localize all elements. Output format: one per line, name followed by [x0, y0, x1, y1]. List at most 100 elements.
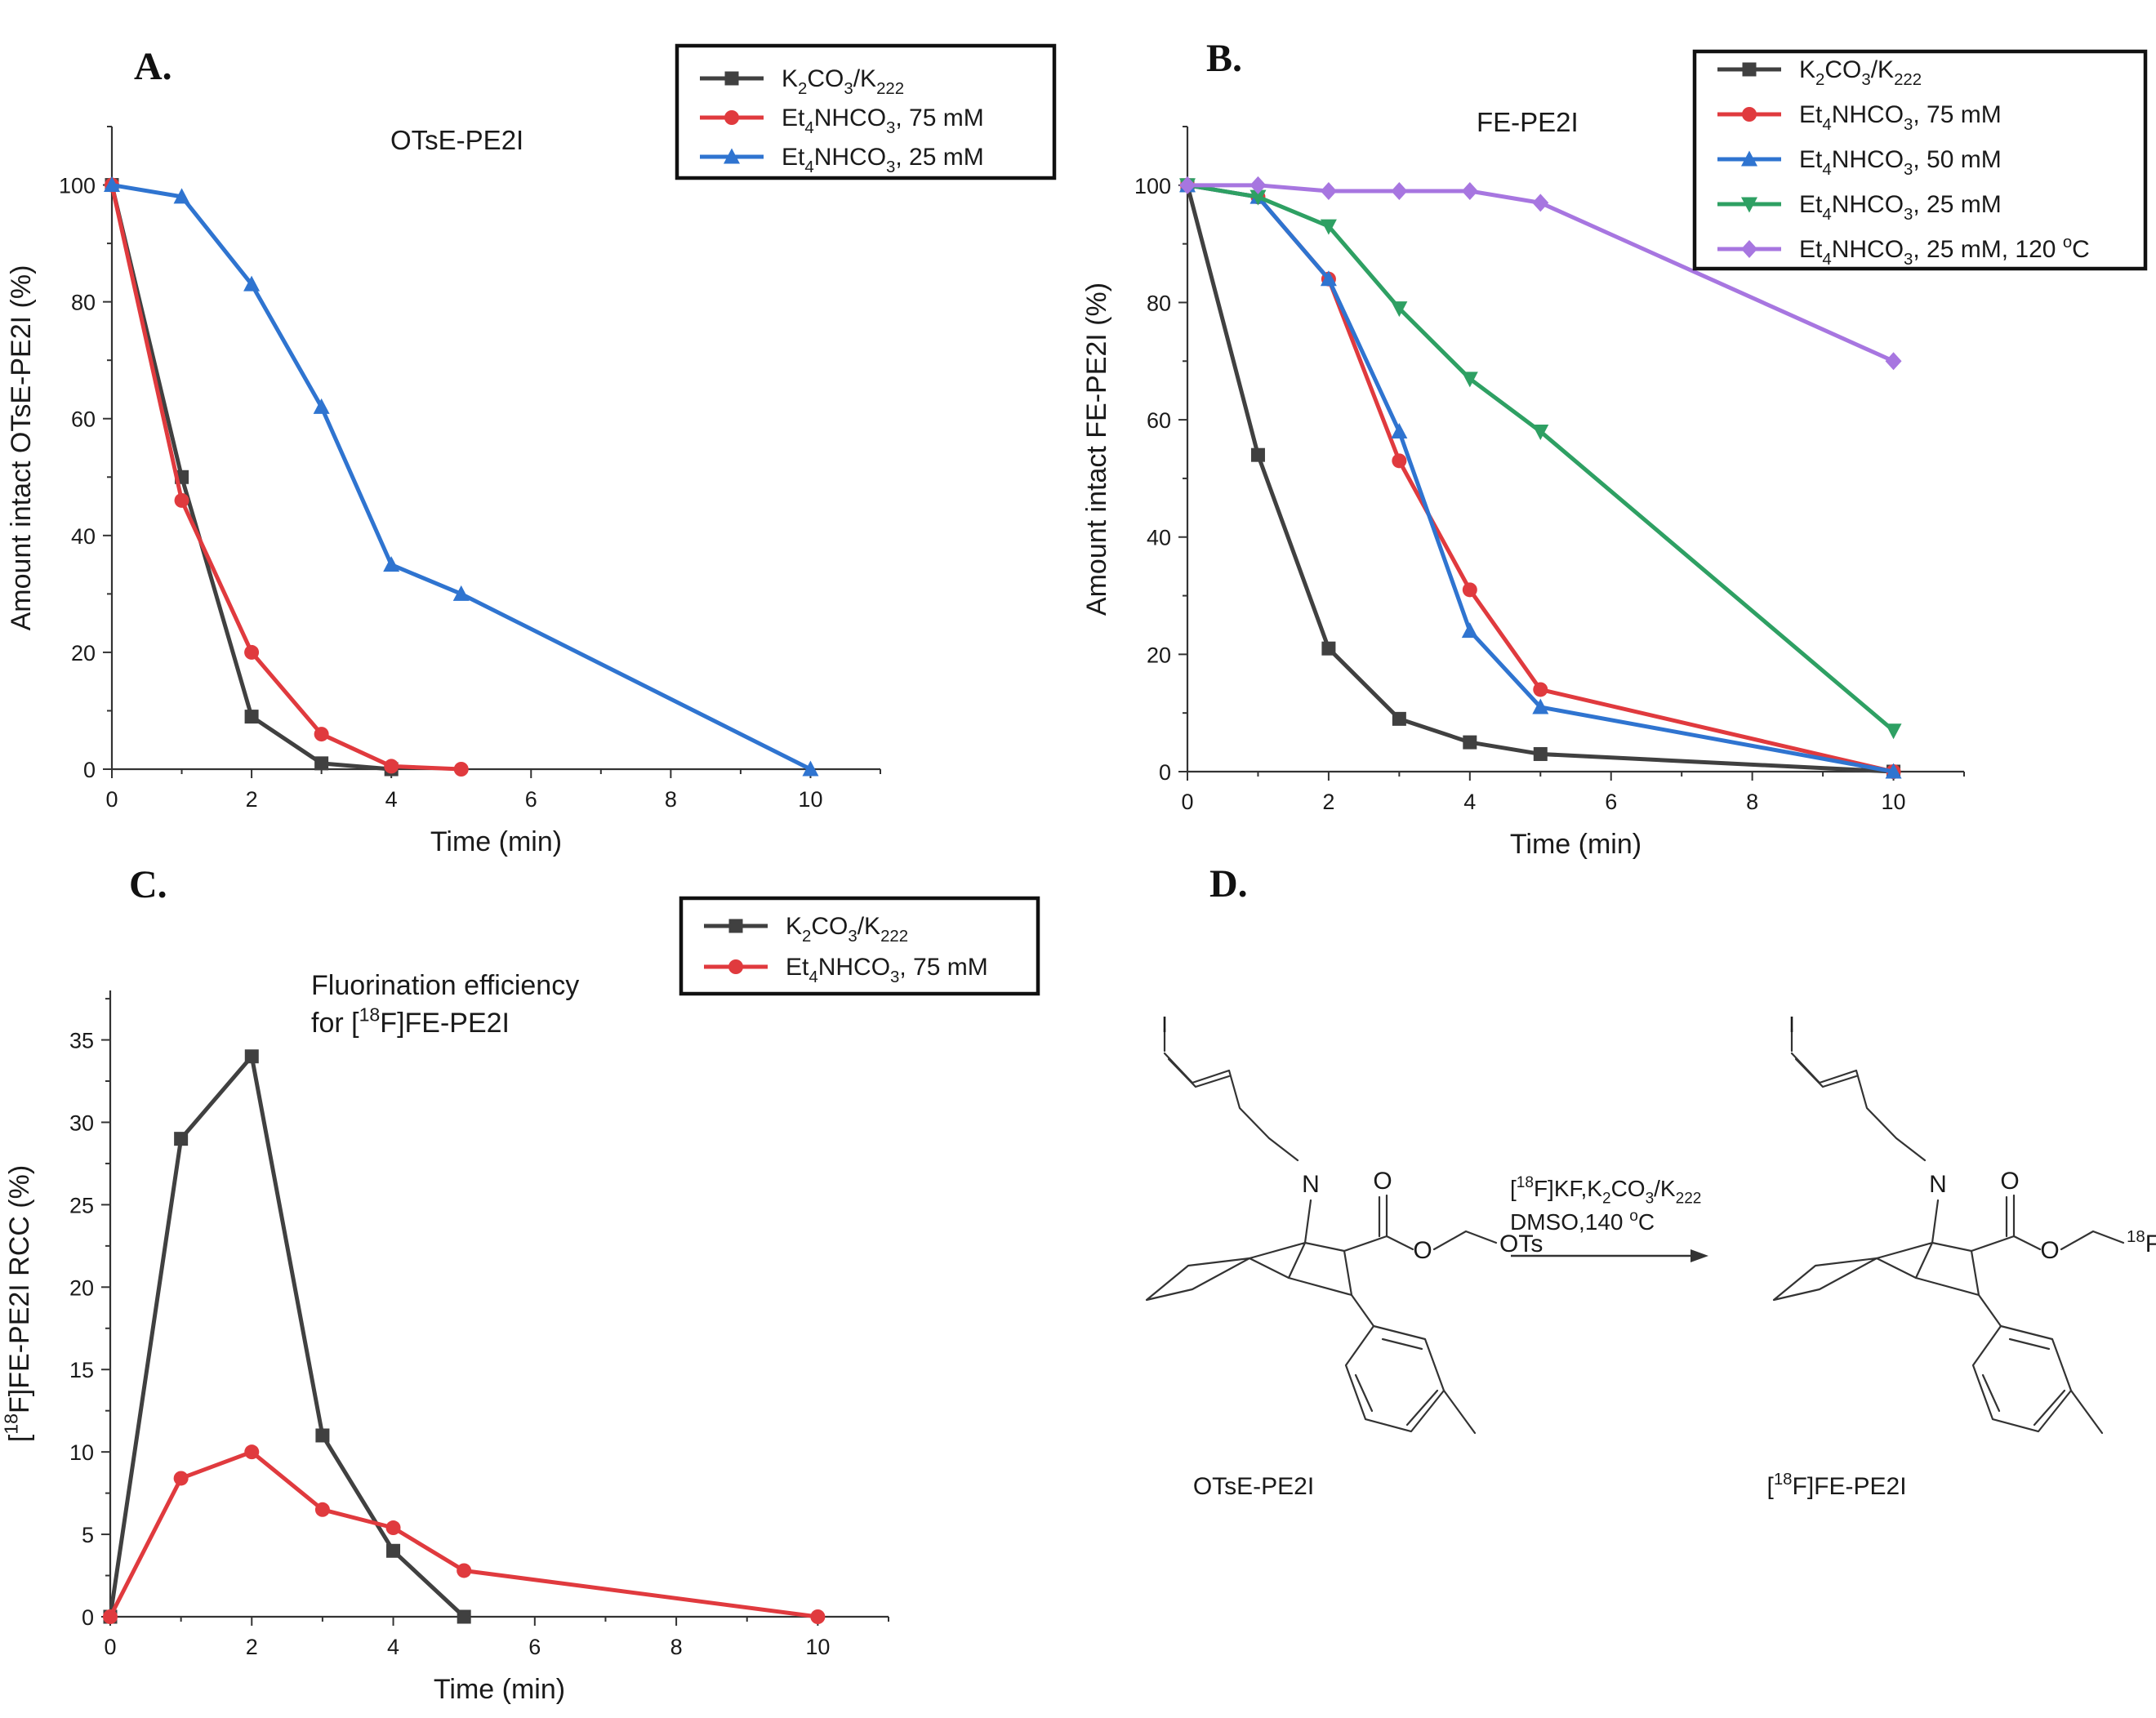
double-bond — [1794, 1057, 1858, 1088]
data-point — [1391, 182, 1408, 200]
chart-title: OTsE-PE2I — [390, 125, 523, 155]
legend-marker — [724, 71, 739, 86]
data-point — [244, 1444, 260, 1460]
data-point — [1320, 270, 1337, 287]
atom-o-carbonyl: O — [1373, 1168, 1392, 1195]
data-point — [1532, 194, 1549, 212]
aryl-methyl — [2069, 1389, 2104, 1435]
bond-n-bridge — [1931, 1199, 1940, 1244]
chart-title-line: Fluorination efficiency — [311, 970, 579, 1001]
x-tick-label: 10 — [805, 1635, 830, 1659]
y-tick-label: 5 — [82, 1523, 94, 1547]
data-point — [1532, 698, 1549, 714]
legend-label: Et4NHCO3, 75 mM — [782, 105, 984, 137]
data-point — [1463, 735, 1477, 750]
series-line — [108, 1054, 466, 1618]
data-point — [314, 727, 329, 742]
data-point — [457, 1563, 472, 1578]
atom-i: I — [1161, 1012, 1168, 1037]
data-point — [313, 398, 330, 414]
data-point — [386, 1543, 401, 1558]
x-axis-label: Time (min) — [430, 826, 562, 857]
data-point — [1250, 176, 1267, 194]
ester-o-bond — [2012, 1235, 2042, 1251]
series-2 — [103, 1444, 826, 1624]
panel-label-d: D. — [1209, 862, 1248, 906]
atom-i: I — [1788, 1012, 1795, 1037]
data-point — [174, 1132, 189, 1146]
x-tick-label: 10 — [798, 787, 822, 812]
y-tick-label: 60 — [71, 407, 96, 432]
ethyl-chain — [2060, 1230, 2125, 1251]
y-tick-label: 40 — [71, 524, 96, 549]
aryl-double-3 — [2033, 1389, 2066, 1426]
x-tick-label: 8 — [1746, 790, 1758, 814]
product-label: [18F]FE-PE2I — [1766, 1471, 1906, 1500]
y-tick-label: 80 — [71, 291, 96, 315]
data-point — [315, 1428, 330, 1443]
x-tick-label: 2 — [246, 787, 258, 812]
reaction-arrow-head — [1690, 1249, 1708, 1262]
aryl-double-2 — [1981, 1373, 2001, 1413]
data-point — [173, 188, 190, 204]
y-axis-label: Amount intact FE-PE2I (%) — [1081, 283, 1112, 616]
y-tick-label: 100 — [59, 174, 96, 198]
atom-n: N — [1929, 1171, 1947, 1198]
aryl-double-2 — [1354, 1373, 1374, 1413]
x-tick-label: 4 — [387, 1635, 399, 1659]
data-point — [453, 762, 469, 777]
x-tick-label: 0 — [104, 1635, 116, 1659]
y-tick-label: 15 — [69, 1358, 94, 1382]
y-tick-label: 20 — [71, 641, 96, 665]
data-point — [1179, 176, 1196, 194]
data-point — [1391, 422, 1408, 438]
legend-label: Et4NHCO3, 25 mM — [1799, 191, 2002, 224]
x-tick-label: 8 — [665, 787, 677, 812]
x-tick-label: 6 — [1605, 790, 1617, 814]
x-tick-label: 6 — [528, 1635, 541, 1659]
legend-box — [679, 896, 1040, 996]
atom-o-carbonyl: O — [2000, 1168, 2019, 1195]
atom-n: N — [1302, 1171, 1320, 1198]
y-tick-label: 35 — [69, 1029, 94, 1053]
data-point — [1885, 723, 1902, 740]
aryl-double-3 — [1405, 1389, 1439, 1426]
x-axis-label: Time (min) — [434, 1674, 565, 1705]
data-point — [1462, 582, 1477, 598]
legend-marker — [1741, 240, 1757, 258]
data-point — [1320, 219, 1337, 235]
bond-n-bridge — [1303, 1199, 1312, 1244]
x-tick-label: 6 — [525, 787, 537, 812]
aryl-double-1 — [1381, 1337, 1423, 1351]
x-tick-label: 0 — [105, 787, 118, 812]
data-point — [1250, 447, 1265, 462]
data-point — [1250, 189, 1267, 206]
data-point — [103, 1609, 118, 1624]
conditions-line-1: [18F]KF,K2CO3/K222 — [1510, 1174, 1701, 1208]
legend-label: Et4NHCO3, 75 mM — [1799, 101, 2002, 134]
product-structure: I N O O 18F — [1772, 1012, 2156, 1435]
atom-o-ester: O — [1413, 1237, 1432, 1264]
bicyclic-front — [1248, 1241, 1307, 1280]
data-point — [1392, 711, 1406, 726]
series-5 — [1179, 176, 1902, 371]
data-point — [1532, 424, 1549, 440]
y-axis-label: Amount intact OTsE-PE2I (%) — [6, 265, 37, 631]
data-point — [457, 1609, 471, 1624]
y-axis-label: [18F]FE-PE2I RCC (%) — [0, 1165, 35, 1442]
x-tick-label: 4 — [385, 787, 398, 812]
legend: K2CO3/K222 Et4NHCO3, 75 mM Et4NHCO3, 50 mM… — [1692, 49, 2148, 271]
data-point — [1533, 682, 1548, 697]
bicyclic-right — [1287, 1241, 1353, 1297]
x-tick-label: 8 — [670, 1635, 683, 1659]
fluorine-18: 18F — [2127, 1228, 2156, 1257]
data-point — [1885, 352, 1902, 371]
legend-label: K2CO3/K222 — [1799, 56, 1922, 89]
data-point — [314, 1502, 330, 1517]
data-point — [1885, 763, 1902, 779]
panel-c: C. 0 2 4 6 8 10 0 5 10 15 20 25 30 35 Time (min) [18F]FE… — [0, 863, 1040, 1705]
aryl-ring — [1344, 1324, 1446, 1433]
y-tick-label: 0 — [1159, 760, 1171, 785]
